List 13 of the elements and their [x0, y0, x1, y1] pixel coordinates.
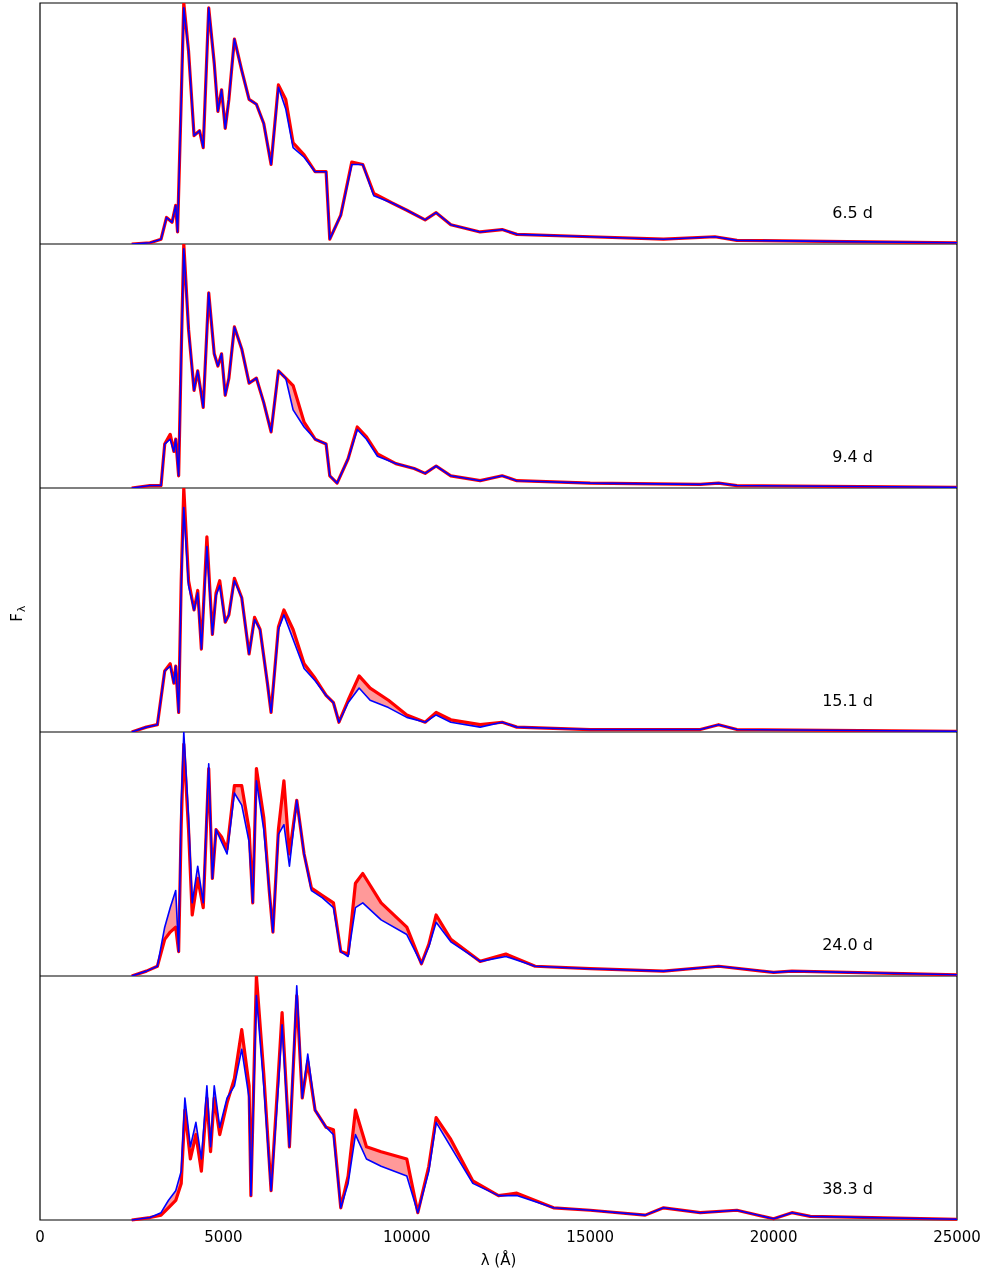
annotation: 9.4 d: [832, 447, 873, 467]
annotation: 6.5 d: [832, 203, 873, 223]
annotation: 38.3 d: [822, 1179, 873, 1199]
x-tick-label: 15000: [566, 1227, 615, 1246]
annotation: 24.0 d: [822, 935, 873, 955]
x-tick-label: 20000: [749, 1227, 798, 1246]
y-axis-title: Fλ: [7, 605, 28, 622]
x-tick-label: 10000: [382, 1227, 431, 1246]
x-axis-title: λ (Å): [480, 1249, 517, 1269]
x-tick-label: 25000: [933, 1227, 981, 1246]
x-tick-label: 0: [35, 1227, 45, 1246]
x-tick-label: 5000: [204, 1227, 243, 1246]
annotation: 15.1 d: [822, 691, 873, 711]
